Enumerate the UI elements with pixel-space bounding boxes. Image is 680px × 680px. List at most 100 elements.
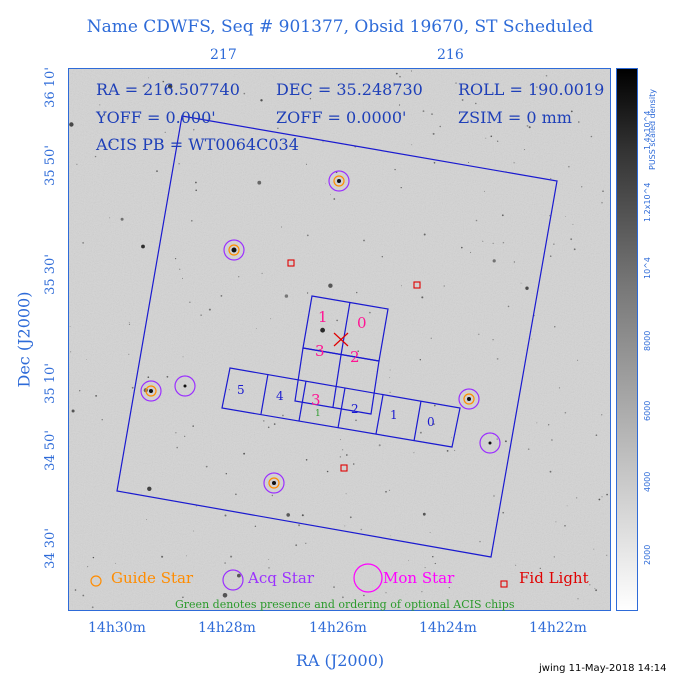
background-star	[515, 564, 517, 566]
background-star	[298, 524, 301, 527]
background-star	[179, 268, 181, 270]
background-star	[200, 314, 202, 316]
background-star	[330, 193, 331, 195]
background-star	[433, 423, 435, 425]
background-star	[549, 255, 552, 257]
background-star	[195, 189, 197, 192]
background-star	[305, 542, 307, 544]
background-star	[549, 215, 551, 217]
background-star	[148, 77, 149, 79]
background-star	[237, 573, 241, 578]
dec-tick: 36 10'	[42, 67, 58, 108]
background-stars	[69, 70, 608, 609]
background-star	[433, 162, 436, 164]
legend-mon-symbol	[353, 563, 383, 593]
legend-acq-label: Acq Star	[248, 569, 315, 587]
legend-fid-label: Fid Light	[519, 569, 589, 587]
background-star	[268, 567, 270, 569]
background-star	[309, 98, 312, 100]
background-star	[333, 586, 335, 588]
background-star	[128, 323, 131, 325]
background-star	[349, 516, 352, 519]
background-star	[598, 498, 601, 501]
background-star	[553, 243, 555, 245]
background-star	[601, 414, 603, 416]
background-star	[156, 170, 158, 172]
background-star	[363, 239, 365, 242]
background-star	[141, 244, 145, 249]
background-star	[191, 220, 193, 222]
background-star	[492, 259, 496, 263]
background-star	[205, 465, 208, 468]
background-star	[570, 238, 573, 241]
background-star	[423, 233, 426, 236]
background-star	[286, 513, 290, 517]
background-star	[295, 544, 298, 547]
background-star	[432, 132, 435, 135]
legend-acq-symbol	[222, 569, 244, 591]
background-star	[342, 596, 344, 599]
background-star	[193, 129, 195, 131]
background-star	[224, 514, 227, 517]
background-star	[492, 339, 494, 341]
background-star	[128, 322, 130, 324]
background-star	[82, 242, 84, 244]
y-axis-label: Dec (J2000)	[14, 291, 34, 388]
background-star	[393, 82, 395, 84]
background-star	[385, 592, 387, 594]
aimpoint-marker	[333, 332, 349, 347]
background-star	[419, 359, 421, 361]
background-star	[421, 296, 424, 299]
background-star	[284, 294, 289, 298]
page-title: Name CDWFS, Seq # 901377, Obsid 19670, S…	[86, 17, 594, 37]
sky-image-plot[interactable]: 1 0 3 2 5 4 3 1 2 1 0	[68, 68, 611, 611]
colorbar	[616, 68, 638, 611]
background-star	[490, 135, 493, 138]
background-star	[142, 85, 145, 88]
background-star	[182, 596, 184, 599]
background-star	[429, 532, 431, 533]
background-star	[539, 567, 541, 569]
background-star	[357, 350, 360, 353]
background-star	[594, 588, 596, 590]
background-star	[446, 450, 449, 452]
background-star	[305, 459, 308, 461]
background-star	[570, 110, 573, 113]
legend-guide-label: Guide Star	[111, 569, 194, 587]
background-star	[578, 121, 580, 123]
background-star	[545, 74, 548, 77]
ra-tick: 14h30m	[88, 620, 146, 636]
background-star	[530, 338, 532, 340]
optional-chips-note: Green denotes presence and ordering of o…	[175, 598, 515, 611]
background-star	[422, 512, 426, 516]
background-star	[192, 425, 194, 427]
background-star	[161, 555, 164, 558]
background-star	[581, 186, 583, 188]
background-star	[224, 562, 226, 564]
background-star	[340, 439, 342, 441]
background-star	[184, 435, 186, 437]
dec-tick: 34 30'	[42, 528, 58, 569]
background-star	[115, 562, 116, 564]
background-star	[455, 82, 457, 84]
background-star	[360, 528, 363, 531]
background-star	[589, 584, 591, 586]
background-star	[282, 414, 284, 417]
background-star	[590, 135, 593, 138]
background-star	[71, 409, 75, 413]
background-star	[281, 226, 283, 228]
background-star	[411, 70, 412, 72]
background-star	[101, 419, 103, 421]
colorbar-tick: 10^4	[643, 257, 652, 279]
background-star	[482, 240, 484, 242]
background-star	[606, 493, 608, 496]
background-star	[192, 530, 194, 532]
background-star	[306, 234, 309, 237]
background-star	[485, 137, 487, 139]
chip-label-s1: 1	[390, 408, 398, 422]
background-star	[422, 110, 425, 112]
background-star	[185, 555, 187, 557]
background-star	[553, 556, 555, 558]
background-star	[399, 112, 401, 114]
background-star	[572, 223, 574, 225]
